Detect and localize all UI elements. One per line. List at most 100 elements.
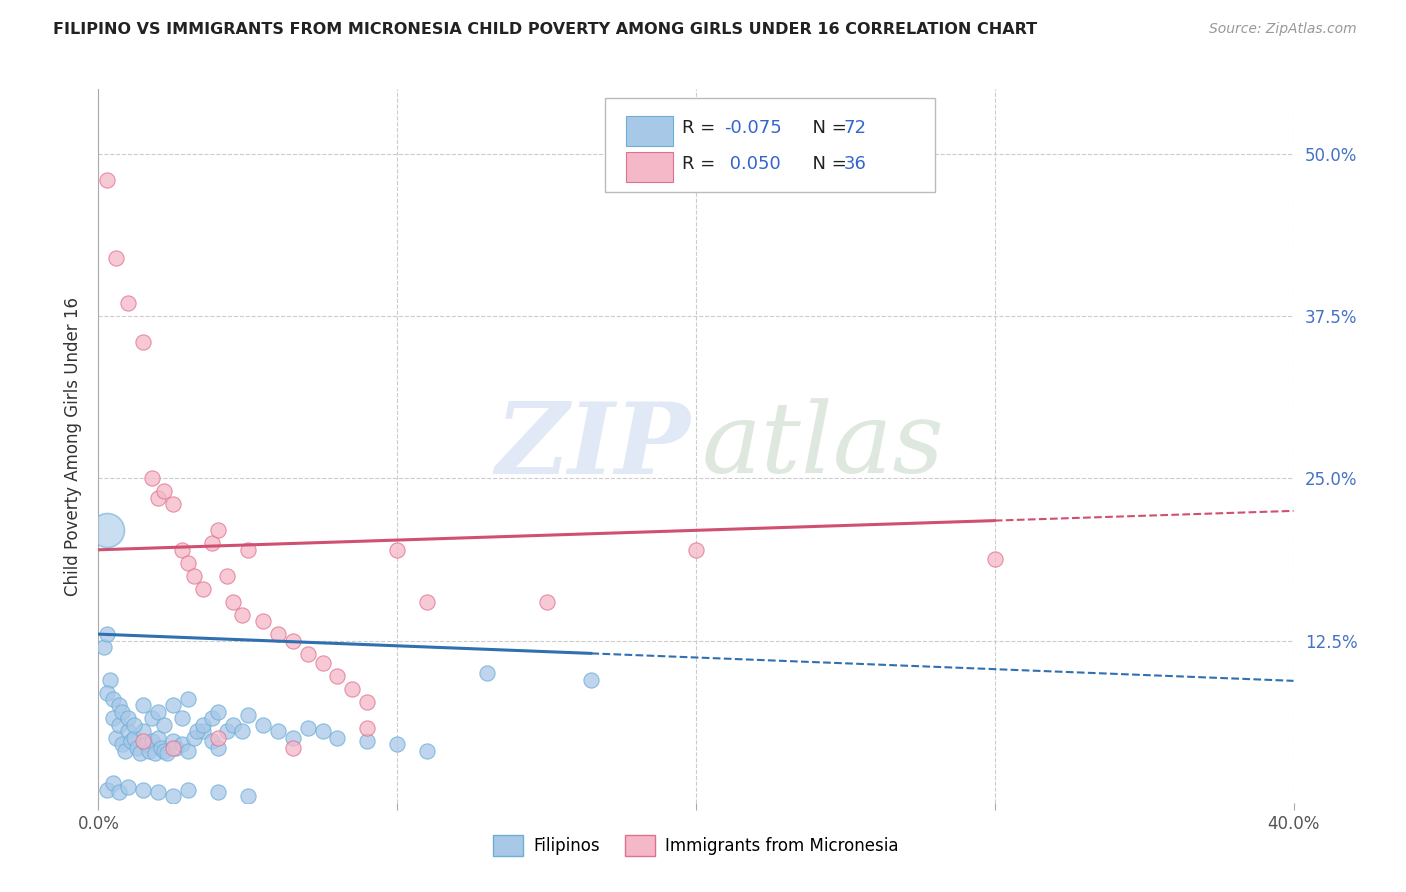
Point [172, 542, 194, 557]
Point [96, 173, 118, 187]
Text: FILIPINO VS IMMIGRANTS FROM MICRONESIA CHILD POVERTY AMONG GIRLS UNDER 16 CORREL: FILIPINO VS IMMIGRANTS FROM MICRONESIA C… [53, 22, 1038, 37]
Point [172, 711, 194, 725]
Point [105, 731, 128, 745]
Point [153, 718, 176, 732]
Text: ZIP: ZIP [495, 398, 690, 494]
Point [326, 731, 349, 745]
Point [177, 782, 200, 797]
Point [162, 733, 184, 747]
Point [117, 724, 139, 739]
Text: 36: 36 [844, 155, 866, 173]
Point [103, 692, 125, 706]
Point [108, 785, 131, 799]
Point [297, 721, 319, 735]
Point [191, 718, 214, 732]
Point [162, 497, 184, 511]
Point [108, 718, 131, 732]
Point [148, 491, 170, 505]
Point [207, 785, 229, 799]
Text: 72: 72 [844, 119, 866, 137]
Point [172, 738, 194, 752]
Text: R =: R = [682, 155, 721, 173]
Text: N =: N = [801, 119, 853, 137]
Point [141, 733, 163, 747]
Point [281, 633, 304, 648]
Point [183, 568, 205, 582]
Point [96, 524, 118, 538]
Text: atlas: atlas [702, 399, 945, 493]
Point [231, 607, 253, 622]
Point [191, 724, 214, 739]
Point [215, 724, 238, 739]
Point [236, 542, 259, 557]
Point [297, 647, 319, 661]
Y-axis label: Child Poverty Among Girls Under 16: Child Poverty Among Girls Under 16 [65, 296, 83, 596]
Point [132, 335, 155, 350]
Point [236, 789, 259, 804]
Point [148, 705, 170, 719]
Point [117, 780, 139, 795]
Point [356, 695, 378, 709]
Point [108, 698, 131, 713]
Point [201, 733, 224, 747]
Text: R =: R = [682, 119, 721, 137]
Point [141, 711, 163, 725]
Point [156, 747, 179, 761]
Point [132, 724, 155, 739]
Point [183, 731, 205, 745]
Text: N =: N = [801, 155, 853, 173]
Point [416, 595, 439, 609]
Point [191, 582, 214, 596]
Point [207, 731, 229, 745]
Point [177, 556, 200, 570]
Point [96, 782, 118, 797]
Text: -0.075: -0.075 [724, 119, 782, 137]
Point [984, 552, 1007, 566]
Point [236, 707, 259, 722]
Point [124, 731, 146, 745]
Point [252, 614, 274, 628]
Point [207, 741, 229, 756]
Point [132, 698, 155, 713]
Point [120, 733, 142, 747]
Point [150, 741, 173, 756]
Point [177, 744, 200, 758]
Point [207, 524, 229, 538]
Point [207, 705, 229, 719]
Point [103, 711, 125, 725]
Point [326, 668, 349, 682]
Point [685, 542, 707, 557]
Point [143, 747, 166, 761]
Point [222, 595, 245, 609]
Point [342, 681, 364, 696]
Point [132, 782, 155, 797]
Point [117, 711, 139, 725]
Legend: Filipinos, Immigrants from Micronesia: Filipinos, Immigrants from Micronesia [486, 829, 905, 863]
Point [311, 724, 333, 739]
Point [581, 673, 603, 687]
Point [103, 776, 125, 790]
Point [141, 471, 163, 485]
Point [475, 666, 498, 681]
Point [135, 738, 157, 752]
Point [138, 744, 160, 758]
Point [148, 731, 170, 745]
Point [222, 718, 245, 732]
Point [231, 724, 253, 739]
Point [267, 627, 290, 641]
Point [281, 741, 304, 756]
Point [201, 711, 224, 725]
Point [385, 738, 409, 752]
Point [124, 718, 146, 732]
Point [215, 568, 238, 582]
Point [186, 724, 208, 739]
Point [132, 733, 155, 747]
Point [93, 640, 115, 654]
Point [105, 251, 128, 265]
Text: Source: ZipAtlas.com: Source: ZipAtlas.com [1209, 22, 1357, 37]
Point [98, 673, 122, 687]
Point [148, 785, 170, 799]
Point [162, 789, 184, 804]
Point [162, 698, 184, 713]
Point [281, 731, 304, 745]
